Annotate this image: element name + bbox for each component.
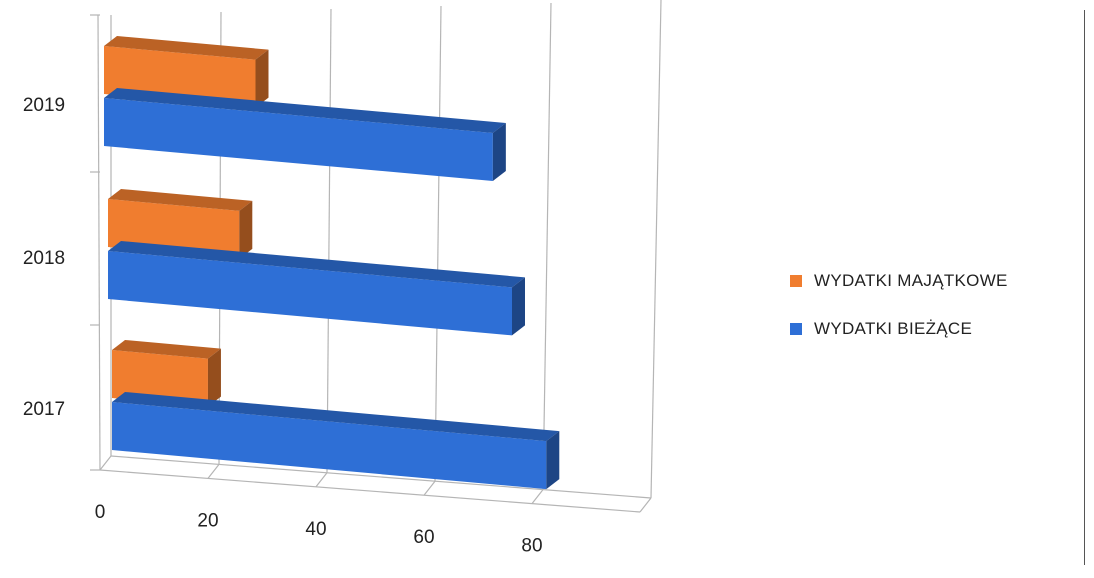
bar-top (104, 88, 506, 133)
gridline (434, 5, 442, 482)
legend-item-majatkowe: WYDATKI MAJĄTKOWE (790, 268, 1008, 294)
x-tick-label: 80 (521, 536, 542, 557)
floor-gridline (207, 464, 220, 479)
bar-top (112, 392, 560, 442)
category-label: 2017 (23, 399, 65, 420)
gridline (326, 8, 332, 473)
floor-gridline (99, 455, 112, 471)
floor-front-edge (99, 469, 641, 513)
gridline (542, 2, 552, 490)
floor-gridline (315, 472, 328, 488)
bar-end (512, 277, 525, 336)
legend-label-majatkowe: WYDATKI MAJĄTKOWE (814, 271, 1008, 290)
legend: WYDATKI MAJĄTKOWE WYDATKI BIEŻĄCE (790, 268, 1008, 364)
bar-top (112, 340, 221, 359)
bar-front (112, 350, 208, 407)
bar-front (104, 98, 493, 181)
x-tick-label: 40 (305, 519, 326, 540)
frame-border (1084, 10, 1085, 565)
y-axis-line (97, 14, 101, 471)
bar-end (546, 431, 560, 490)
legend-swatch-majatkowe (790, 275, 802, 287)
floor-gridline (639, 497, 652, 513)
bar-end (207, 348, 221, 407)
floor-back-edge (110, 455, 652, 499)
bar-end (255, 49, 269, 108)
bar-top (108, 241, 525, 288)
x-tick-label: 60 (413, 527, 434, 548)
legend-label-biezace: WYDATKI BIEŻĄCE (814, 319, 973, 338)
bar-front (112, 402, 547, 490)
bar-front (108, 251, 512, 336)
gridline (650, 0, 662, 499)
bar-top (104, 36, 269, 60)
category-label: 2018 (23, 248, 65, 269)
floor-gridline (423, 480, 436, 496)
floor-gridline (531, 489, 544, 504)
bar-end (492, 122, 506, 181)
bar-top (108, 189, 253, 211)
category-label: 2019 (23, 95, 65, 116)
bar-end (239, 200, 253, 259)
x-tick-label: 0 (95, 502, 106, 523)
legend-item-biezace: WYDATKI BIEŻĄCE (790, 316, 1008, 342)
legend-swatch-biezace (790, 323, 802, 335)
x-tick-label: 20 (197, 510, 218, 531)
